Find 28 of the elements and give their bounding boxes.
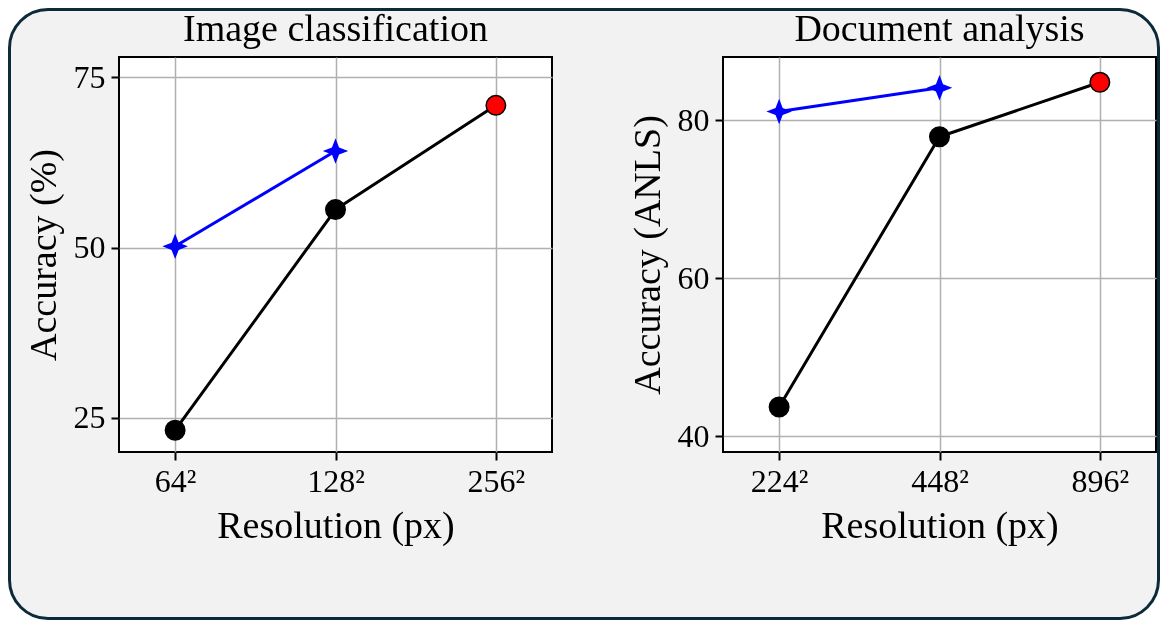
x-axis-title: Resolution (px) (217, 503, 455, 547)
point (766, 98, 792, 125)
y-tick-label: 80 (677, 101, 710, 138)
chart-title: Image classification (183, 7, 488, 49)
y-tick-label: 25 (73, 399, 106, 436)
chart-title: Document analysis (794, 7, 1085, 49)
point (929, 126, 950, 148)
point (164, 419, 186, 441)
y-axis-title: Accuracy (%) (21, 148, 65, 362)
x-tick-label: 128² (307, 462, 365, 499)
x-tick-label: 896² (1071, 462, 1130, 499)
point (768, 396, 790, 418)
y-tick-label: 75 (73, 58, 106, 95)
point (322, 138, 349, 164)
point (325, 199, 346, 221)
y-tick-label: 40 (677, 417, 710, 454)
x-tick-label: 448² (911, 462, 969, 499)
point (162, 233, 188, 260)
x-tick-label: 64² (154, 462, 197, 499)
y-tick-label: 50 (73, 229, 106, 266)
point (485, 94, 507, 116)
x-axis-title: Resolution (px) (821, 503, 1059, 547)
point (1089, 71, 1111, 93)
y-tick-label: 60 (677, 259, 710, 296)
x-tick-label: 224² (750, 462, 809, 499)
y-axis-title: Accuracy (ANLS) (625, 115, 669, 395)
x-tick-label: 256² (467, 462, 526, 499)
point (926, 75, 953, 101)
